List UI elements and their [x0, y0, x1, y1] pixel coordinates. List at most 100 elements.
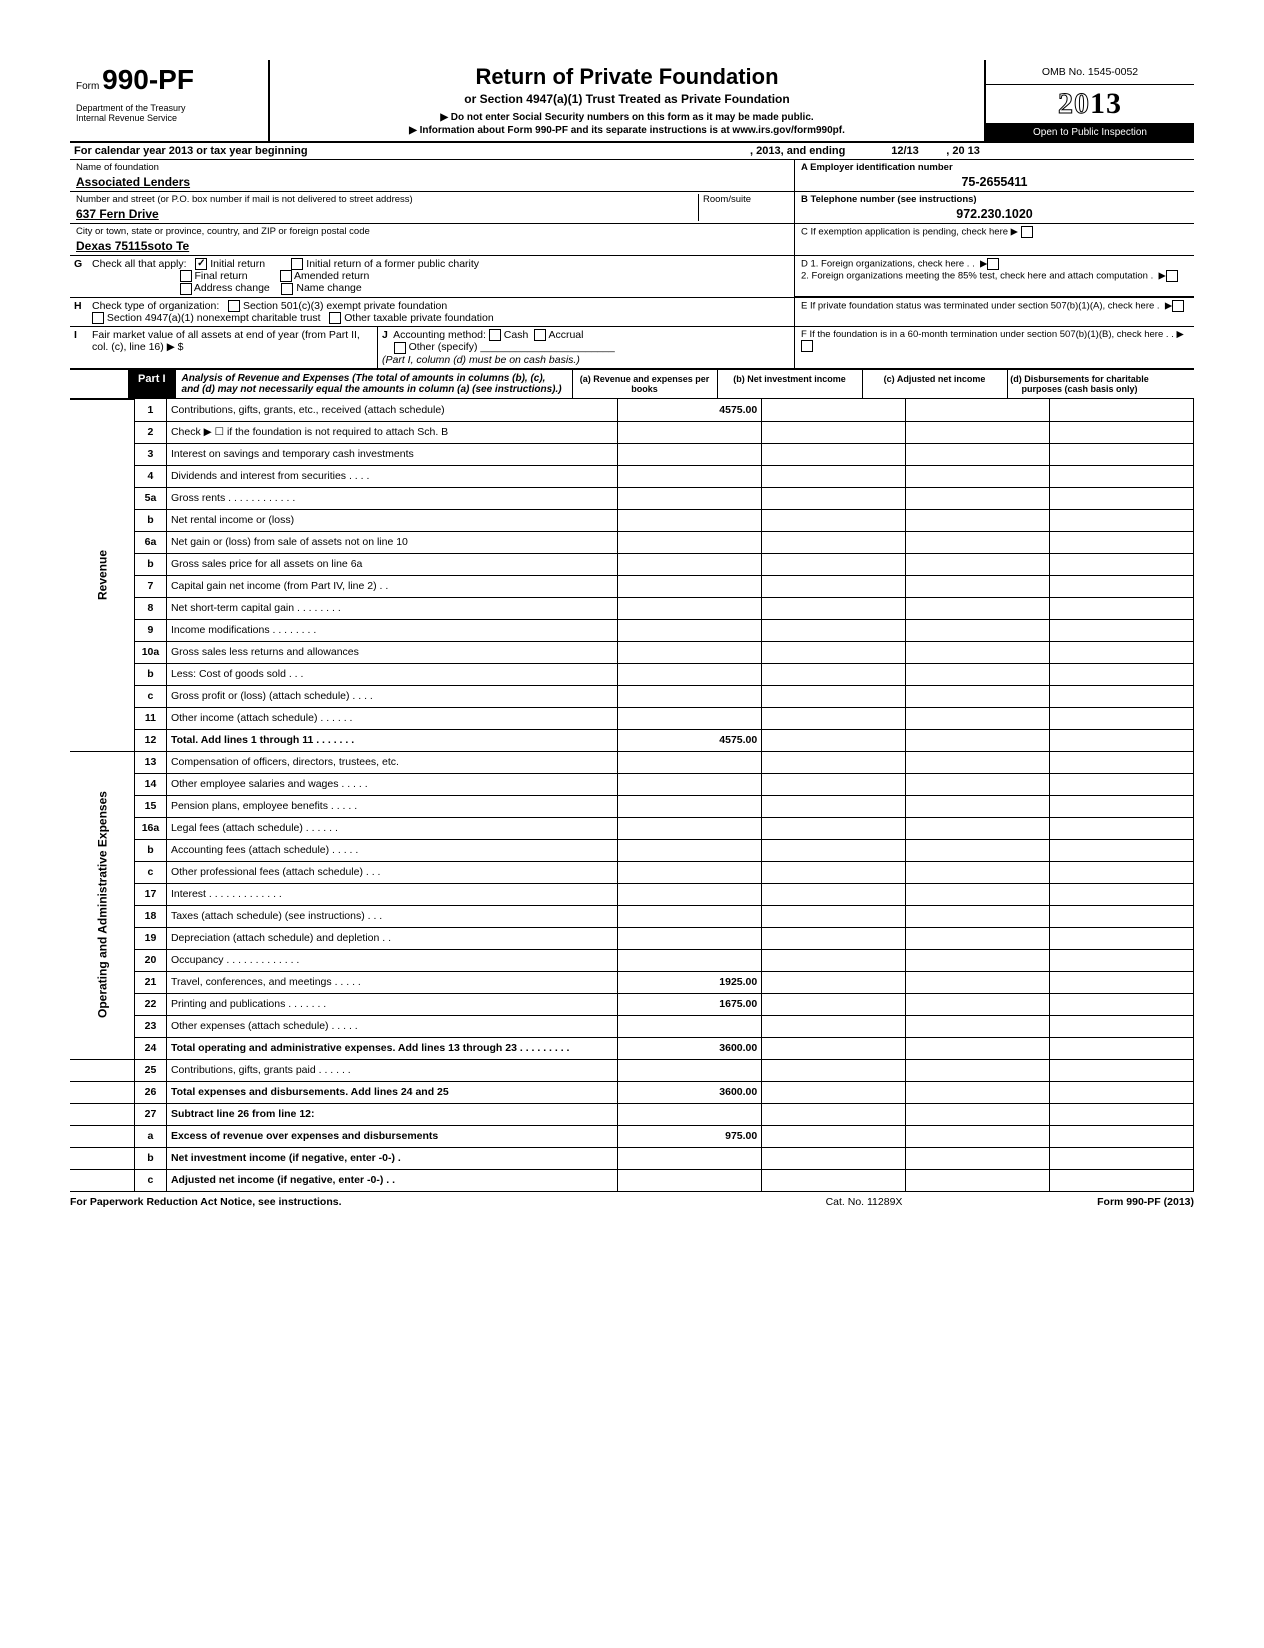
opt-other-pf: Other taxable private foundation [344, 312, 493, 324]
name-cell: Name of foundation Associated Lenders [70, 160, 794, 192]
chk-501c3[interactable] [228, 300, 240, 312]
f-text: F If the foundation is in a 60-month ter… [801, 329, 1174, 340]
row-amt-a [618, 1015, 762, 1037]
row-num: 1 [135, 399, 167, 421]
table-row: 10aGross sales less returns and allowanc… [70, 641, 1194, 663]
row-desc: Adjusted net income (if negative, enter … [166, 1169, 617, 1191]
row-amt-c [906, 421, 1050, 443]
chk-initial[interactable]: ✓ [195, 258, 207, 270]
g-text: Check all that apply: [92, 258, 187, 270]
row-amt-c [906, 707, 1050, 729]
dept-block: Department of the Treasury Internal Reve… [76, 104, 262, 124]
c-checkbox[interactable] [1021, 226, 1033, 238]
row-amt-d [1050, 1147, 1194, 1169]
table-row: 19Depreciation (attach schedule) and dep… [70, 927, 1194, 949]
table-row: cAdjusted net income (if negative, enter… [70, 1169, 1194, 1191]
row-desc: Net investment income (if negative, ente… [166, 1147, 617, 1169]
form-header: Form 990-PF Department of the Treasury I… [70, 60, 1194, 143]
row-desc: Less: Cost of goods sold . . . [166, 663, 617, 685]
row-amt-d [1050, 443, 1194, 465]
table-row: 3Interest on savings and temporary cash … [70, 443, 1194, 465]
row-amt-c [906, 927, 1050, 949]
row-desc: Interest . . . . . . . . . . . . . [166, 883, 617, 905]
row-amt-a [618, 575, 762, 597]
row-desc: Depreciation (attach schedule) and deple… [166, 927, 617, 949]
chk-other-pf[interactable] [329, 312, 341, 324]
row-amt-c [906, 1147, 1050, 1169]
row-num: 9 [135, 619, 167, 641]
row-desc: Other expenses (attach schedule) . . . .… [166, 1015, 617, 1037]
table-row: 22Printing and publications . . . . . . … [70, 993, 1194, 1015]
row-desc: Occupancy . . . . . . . . . . . . . [166, 949, 617, 971]
chk-d1[interactable] [987, 258, 999, 270]
foundation-name: Associated Lenders [76, 175, 788, 189]
identity-block: Name of foundation Associated Lenders Nu… [70, 160, 1194, 256]
row-amt-c [906, 1103, 1050, 1125]
row-amt-d [1050, 927, 1194, 949]
row-amt-b [762, 861, 906, 883]
row-num: 8 [135, 597, 167, 619]
chk-accrual[interactable] [534, 329, 546, 341]
chk-namechg[interactable] [281, 283, 293, 295]
tel-value: 972.230.1020 [801, 207, 1188, 221]
chk-address[interactable] [180, 283, 192, 295]
row-amt-c [906, 817, 1050, 839]
table-row: 2Check ▶ ☐ if the foundation is not requ… [70, 421, 1194, 443]
row-amt-d [1050, 685, 1194, 707]
row-amt-a [618, 465, 762, 487]
row-amt-c [906, 399, 1050, 421]
identity-right: A Employer identification number 75-2655… [794, 160, 1194, 255]
chk-4947[interactable] [92, 312, 104, 324]
row-amt-c [906, 1037, 1050, 1059]
city-value: Dexas 75115soto Te [76, 239, 788, 253]
opt-initial: Initial return [210, 258, 265, 270]
table-row: 15Pension plans, employee benefits . . .… [70, 795, 1194, 817]
opt-4947: Section 4947(a)(1) nonexempt charitable … [107, 312, 321, 324]
chk-initial-former[interactable] [291, 258, 303, 270]
row-amt-a [618, 905, 762, 927]
row-amt-d [1050, 575, 1194, 597]
footer-left: For Paperwork Reduction Act Notice, see … [70, 1196, 734, 1208]
row-amt-d [1050, 905, 1194, 927]
row-amt-a [618, 685, 762, 707]
row-desc: Other professional fees (attach schedule… [166, 861, 617, 883]
row-amt-d [1050, 399, 1194, 421]
chk-final[interactable] [180, 270, 192, 282]
row-amt-a [618, 619, 762, 641]
table-row: 21Travel, conferences, and meetings . . … [70, 971, 1194, 993]
row-amt-c [906, 663, 1050, 685]
row-num: 4 [135, 465, 167, 487]
row-amt-a [618, 883, 762, 905]
table-row: 14Other employee salaries and wages . . … [70, 773, 1194, 795]
cal-mid: , 2013, and ending [750, 145, 845, 157]
row-amt-b [762, 1147, 906, 1169]
chk-d2[interactable] [1166, 270, 1178, 282]
row-amt-b [762, 1169, 906, 1191]
row-amt-c [906, 685, 1050, 707]
row-amt-b [762, 1103, 906, 1125]
notice-ssn: ▶ Do not enter Social Security numbers o… [278, 112, 976, 123]
addr-cell: Number and street (or P.O. box number if… [70, 192, 794, 224]
table-row: 24Total operating and administrative exp… [70, 1037, 1194, 1059]
opt-501c3: Section 501(c)(3) exempt private foundat… [243, 300, 447, 312]
notice-info: ▶ Information about Form 990-PF and its … [278, 125, 976, 136]
chk-e[interactable] [1172, 300, 1184, 312]
row-amt-c [906, 1015, 1050, 1037]
chk-f[interactable] [801, 340, 813, 352]
row-amt-a [618, 817, 762, 839]
i-text: Fair market value of all assets at end o… [92, 329, 360, 353]
chk-cash[interactable] [489, 329, 501, 341]
chk-amended[interactable] [280, 270, 292, 282]
row-amt-a [618, 1103, 762, 1125]
c-cell: C If exemption application is pending, c… [795, 224, 1194, 240]
row-desc: Travel, conferences, and meetings . . . … [166, 971, 617, 993]
tel-cell: B Telephone number (see instructions) 97… [795, 192, 1194, 224]
row-num: 5a [135, 487, 167, 509]
row-num: c [135, 1169, 167, 1191]
row-amt-b [762, 1125, 906, 1147]
table-row: 18Taxes (attach schedule) (see instructi… [70, 905, 1194, 927]
row-amt-b [762, 751, 906, 773]
row-num: 14 [135, 773, 167, 795]
i-label: I [70, 327, 88, 367]
chk-other-method[interactable] [394, 342, 406, 354]
